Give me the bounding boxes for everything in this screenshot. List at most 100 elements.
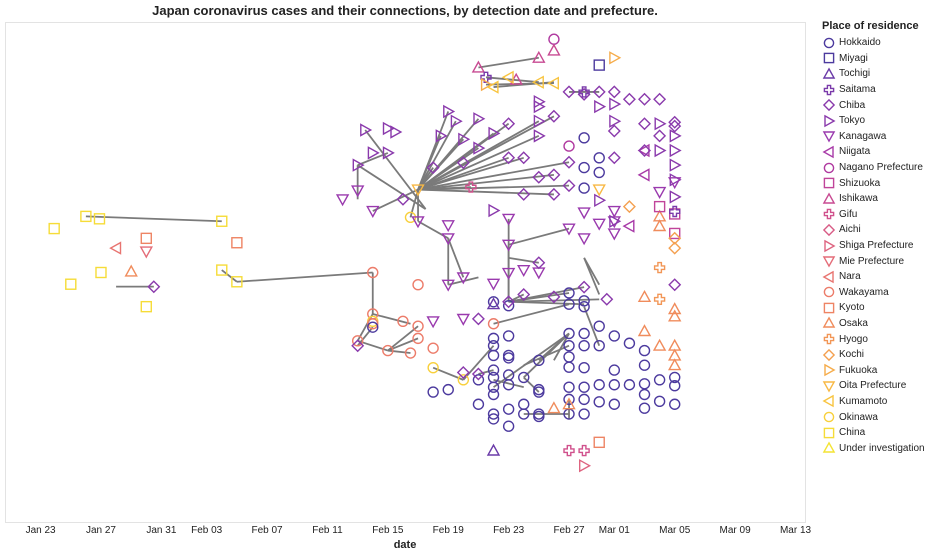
connection-line (523, 344, 570, 367)
legend-item[interactable]: Saitama (822, 82, 930, 98)
legend-item[interactable]: Tochigi (822, 66, 930, 82)
case-point (486, 278, 501, 291)
case-point (668, 231, 682, 245)
case-point (471, 312, 485, 326)
legend-item[interactable]: Niigata (822, 144, 930, 160)
case-point (653, 129, 667, 143)
case-point (578, 86, 590, 98)
legend-item[interactable]: Tokyo (822, 113, 930, 129)
legend-item[interactable]: Oita Prefecture (822, 378, 930, 394)
legend-item[interactable]: Gifu (822, 207, 930, 223)
case-point (456, 156, 470, 170)
legend-item[interactable]: Osaka (822, 316, 930, 332)
connection-line (583, 306, 601, 347)
case-point (532, 170, 546, 184)
case-point (669, 371, 681, 384)
case-point (472, 374, 485, 386)
case-point (411, 184, 425, 197)
case-point (501, 239, 516, 252)
case-point (441, 220, 455, 233)
legend-marker-icon (822, 256, 836, 268)
legend-item[interactable]: Fukuoka (822, 362, 930, 378)
case-point (501, 267, 516, 280)
case-point (533, 129, 546, 143)
legend-item[interactable]: China (822, 425, 930, 441)
legend-label: Kyoto (839, 302, 865, 314)
connection-line (478, 369, 494, 375)
legend-item[interactable]: Mie Prefecture (822, 253, 930, 269)
case-point (593, 379, 605, 391)
edge-layer (85, 56, 601, 419)
legend-item[interactable]: Kochi (822, 347, 930, 363)
case-point (577, 280, 591, 294)
legend-item[interactable]: Nara (822, 269, 930, 285)
case-point (593, 166, 605, 179)
case-point (366, 205, 380, 218)
case-point (638, 92, 651, 106)
legend-marker-icon (823, 37, 835, 49)
case-point (578, 327, 590, 340)
legend-label: Nagano Prefecture (839, 162, 923, 174)
legend-item[interactable]: Kumamoto (822, 394, 930, 410)
case-point (654, 143, 667, 158)
legend-item[interactable]: Wakayama (822, 285, 930, 301)
legend-item[interactable]: Okinawa (822, 409, 930, 425)
x-tick-label: Mar 09 (720, 525, 752, 536)
legend-item[interactable]: Kyoto (822, 300, 930, 316)
legend-item[interactable]: Shizuoka (822, 175, 930, 191)
case-point (351, 185, 365, 198)
case-point (480, 77, 493, 92)
legend-item[interactable]: Under investigation (822, 440, 930, 456)
case-point (426, 316, 440, 329)
case-point (382, 121, 395, 136)
case-point (609, 114, 622, 128)
legend-item[interactable]: Chiba (822, 97, 930, 113)
case-point (442, 383, 454, 396)
case-point (533, 99, 546, 114)
case-point (487, 388, 500, 401)
legend-marker-icon (822, 67, 836, 79)
x-tick-label: Mar 13 (780, 525, 812, 536)
case-point (147, 280, 161, 294)
legend-marker-icon (822, 441, 836, 453)
case-point (473, 112, 486, 126)
case-point (367, 146, 380, 160)
case-point (563, 140, 575, 152)
case-point (607, 124, 621, 138)
case-point (637, 324, 652, 337)
case-point (638, 344, 651, 357)
legend-item[interactable]: Ishikawa (822, 191, 930, 207)
case-point (592, 218, 606, 231)
case-point (592, 184, 606, 197)
case-point (216, 264, 228, 276)
case-point (502, 299, 515, 312)
legend-item[interactable]: Hyogo (822, 331, 930, 347)
case-point (411, 216, 425, 229)
case-point (563, 393, 575, 406)
case-point (579, 459, 592, 473)
legend-item[interactable]: Miyagi (822, 51, 930, 67)
legend-item[interactable]: Hokkaido (822, 35, 930, 51)
case-point (457, 374, 470, 386)
legend-label: Under investigation (839, 442, 925, 454)
legend-item[interactable]: Aichi (822, 222, 930, 238)
case-point (231, 276, 243, 288)
legend-marker-icon (822, 316, 836, 329)
case-point (638, 359, 651, 371)
case-point (578, 182, 590, 194)
case-point (502, 420, 515, 432)
x-tick-label: Feb 07 (251, 525, 283, 536)
legend-marker-icon (822, 131, 836, 143)
case-point (668, 358, 682, 371)
case-point (412, 320, 424, 332)
legend-item[interactable]: Shiga Prefecture (822, 238, 930, 254)
case-point (623, 337, 636, 349)
case-point (669, 158, 682, 172)
legend-items: Hokkaido Miyagi Tochigi Saitama Chiba Tokyo Ka… (822, 35, 930, 456)
case-point (488, 203, 501, 218)
legend-item[interactable]: Nagano Prefecture (822, 160, 930, 176)
case-point (578, 132, 590, 144)
case-point (533, 410, 545, 423)
legend-item[interactable]: Kanagawa (822, 129, 930, 145)
case-point (607, 85, 621, 99)
